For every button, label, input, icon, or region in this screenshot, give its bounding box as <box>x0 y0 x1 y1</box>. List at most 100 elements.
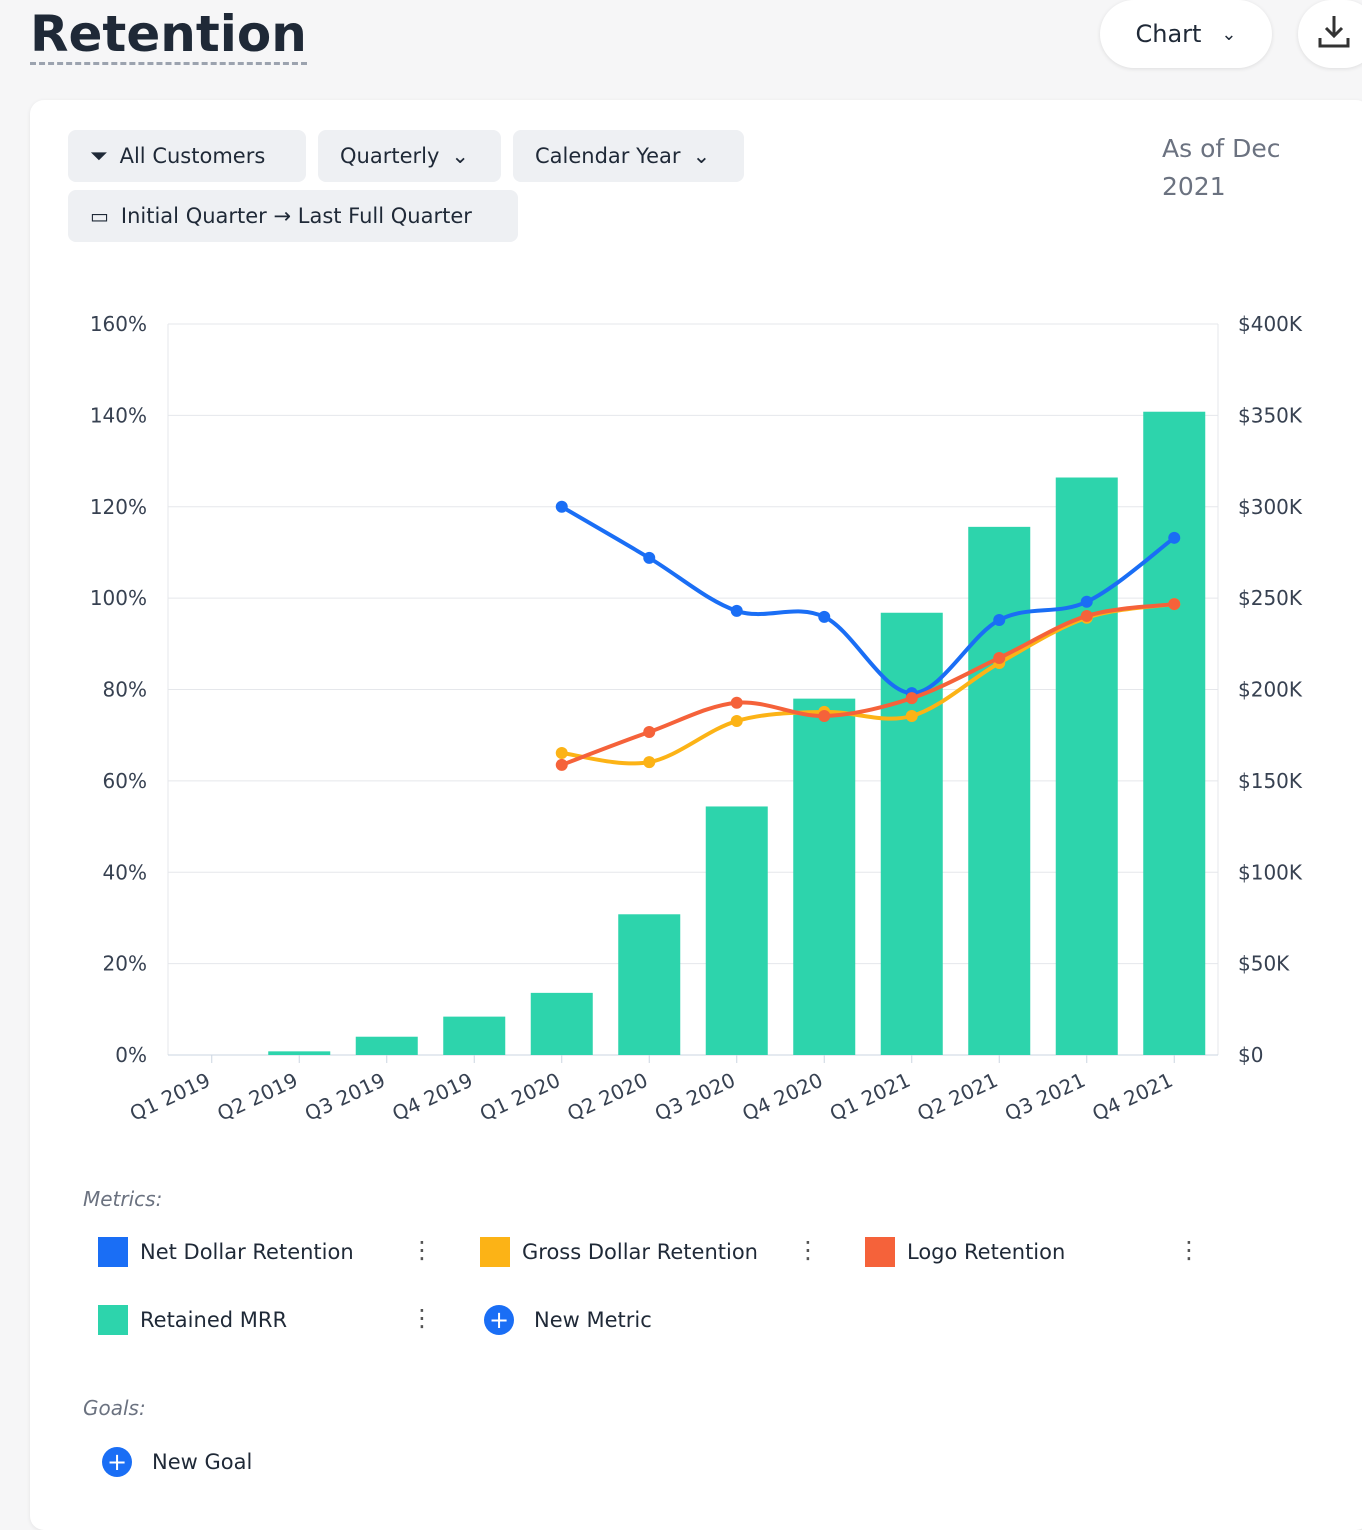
legend-item[interactable]: Net Dollar Retention <box>98 1237 354 1267</box>
y-tick-label: 0% <box>115 1043 147 1067</box>
legend-swatch <box>98 1237 128 1267</box>
point <box>730 715 743 728</box>
period-filter[interactable]: Quarterly ⌄ <box>318 130 501 182</box>
line <box>560 505 1176 696</box>
new-metric[interactable]: + New Metric <box>484 1305 652 1335</box>
y2-tick-label: $150K <box>1238 769 1303 793</box>
new-goal[interactable]: + New Goal <box>102 1447 252 1477</box>
view-label: Chart <box>1135 20 1202 48</box>
bar <box>618 914 681 1055</box>
year-filter[interactable]: Calendar Year ⌄ <box>513 130 744 182</box>
y2-tick-label: $250K <box>1238 586 1303 610</box>
y-tick-label: 100% <box>90 586 147 610</box>
y-tick-label: 60% <box>103 769 147 793</box>
legend-swatch <box>480 1237 510 1267</box>
point <box>1168 531 1181 544</box>
new-metric-label: New Metric <box>534 1308 652 1332</box>
download-icon <box>1318 16 1350 48</box>
y-tick-label: 140% <box>90 403 147 427</box>
x-tick-label: Q2 2020 <box>564 1068 652 1126</box>
x-tick-label: Q4 2019 <box>389 1068 477 1126</box>
point <box>818 709 831 722</box>
range-filter[interactable]: ▭ Initial Quarter → Last Full Quarter <box>68 190 518 242</box>
metrics-label: Metrics: <box>83 1187 163 1211</box>
point <box>1080 609 1093 622</box>
point <box>643 725 656 738</box>
y2-tick-label: $200K <box>1238 678 1303 702</box>
point <box>1168 598 1181 611</box>
chart: 0% 20% 40% 60% 80% 100% 120% 140% 160% $0 $50K $100… <box>90 312 1303 1126</box>
legend-swatch <box>865 1237 895 1267</box>
x-tick-label: Q1 2021 <box>826 1068 914 1126</box>
line <box>561 602 1175 767</box>
view-button[interactable]: Chart ⌄ <box>1100 0 1272 68</box>
point <box>730 696 743 709</box>
bar <box>793 698 856 1055</box>
legend-label: Retained MRR <box>140 1308 288 1332</box>
y-tick-label: 40% <box>103 860 147 884</box>
legend-item[interactable]: Gross Dollar Retention <box>480 1237 758 1267</box>
bar <box>443 1016 506 1055</box>
card <box>30 100 1362 1530</box>
x-tick-label: Q4 2020 <box>739 1068 827 1126</box>
legend-label: Gross Dollar Retention <box>522 1240 758 1264</box>
x-tick-label: Q3 2020 <box>651 1068 739 1126</box>
goals-label: Goals: <box>83 1396 146 1420</box>
filter-label: Calendar Year <box>535 144 681 168</box>
y-tick-label: 80% <box>103 678 147 702</box>
x-tick-label: Q3 2021 <box>1001 1068 1089 1126</box>
bar <box>355 1036 418 1055</box>
x-tick-label: Q1 2020 <box>476 1068 564 1126</box>
point <box>555 758 568 771</box>
download-button[interactable] <box>1298 0 1362 68</box>
filter-label: All Customers <box>119 144 266 168</box>
bar <box>530 992 593 1055</box>
point <box>993 614 1006 627</box>
point <box>555 500 568 513</box>
y-tick-label: 160% <box>90 312 147 336</box>
filter-label: Initial Quarter → Last Full Quarter <box>120 204 472 228</box>
point <box>555 747 568 760</box>
bar <box>705 806 768 1055</box>
bar <box>1143 411 1206 1056</box>
x-tick-label: Q4 2021 <box>1089 1068 1177 1126</box>
point <box>905 692 918 705</box>
legend-menu[interactable]: ⋮ <box>410 1304 434 1332</box>
x-tick-label: Q2 2021 <box>914 1068 1002 1126</box>
y-tick-label: 120% <box>90 495 147 519</box>
y2-tick-label: $0 <box>1238 1043 1263 1067</box>
legend-item[interactable]: Logo Retention <box>865 1237 1065 1267</box>
page-title: Retention <box>30 5 307 65</box>
point <box>730 604 743 617</box>
x-tick-label: Q1 2019 <box>126 1068 214 1126</box>
point <box>643 756 656 769</box>
x-tick-label: Q2 2019 <box>214 1068 302 1126</box>
y2-tick-label: $400K <box>1238 312 1303 336</box>
new-goal-label: New Goal <box>152 1450 253 1474</box>
legend-label: Logo Retention <box>907 1240 1066 1264</box>
legend-swatch <box>98 1305 128 1335</box>
y2-tick-label: $350K <box>1238 403 1303 427</box>
chevron: ⌄ <box>1221 23 1237 45</box>
point <box>643 551 656 564</box>
legend-label: Net Dollar Retention <box>140 1240 354 1264</box>
legend-menu[interactable]: ⋮ <box>796 1236 820 1264</box>
point <box>1080 595 1093 608</box>
bar <box>880 612 943 1055</box>
filter-label: Quarterly <box>340 144 440 168</box>
legend-menu[interactable]: ⋮ <box>1177 1236 1201 1264</box>
point <box>905 709 918 722</box>
y2-tick-label: $300K <box>1238 495 1303 519</box>
legend-item[interactable]: Retained MRR <box>98 1305 287 1335</box>
bar <box>968 526 1031 1055</box>
customers-filter[interactable]: ⏷ All Customers <box>68 130 306 182</box>
x-tick-label: Q3 2019 <box>301 1068 389 1126</box>
bar <box>268 1051 331 1055</box>
y-tick-label: 20% <box>103 952 147 976</box>
point <box>818 610 831 623</box>
legend-menu[interactable]: ⋮ <box>410 1236 434 1264</box>
y2-tick-label: $100K <box>1238 860 1303 884</box>
as-of: As of Dec 2021 <box>1162 134 1281 201</box>
point <box>993 651 1006 664</box>
